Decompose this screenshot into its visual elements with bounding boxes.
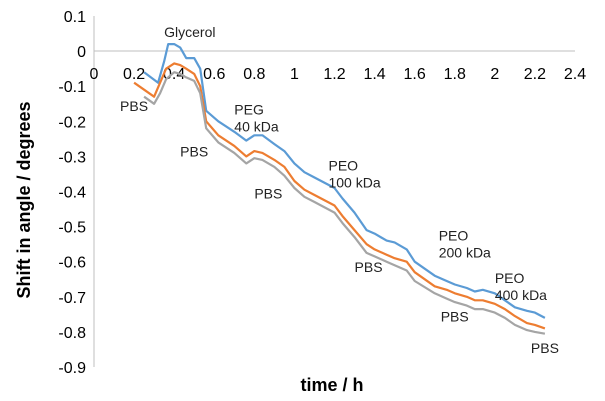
annotation-label: PBS xyxy=(180,143,208,159)
x-tick-label: 1.8 xyxy=(444,66,466,83)
annotation-label: PEO 200 kDa xyxy=(439,228,491,261)
y-tick-label: -0.2 xyxy=(58,114,86,131)
y-tick-label: -0.4 xyxy=(58,185,86,202)
y-tick-label: 0.1 xyxy=(64,9,86,26)
annotation-label: PBS xyxy=(441,308,469,324)
y-tick-label: -0.8 xyxy=(58,325,86,342)
x-tick-label: 2 xyxy=(490,66,499,83)
x-tick-label: 1 xyxy=(290,66,299,83)
x-tick-label: 0 xyxy=(90,66,99,83)
y-tick-label: -0.6 xyxy=(58,255,86,272)
x-tick-labels: 0 0.2 0.4 0.6 0.8 1 1.2 1.4 1.6 1.8 2 2.2 2.4 xyxy=(90,66,587,83)
x-tick-label: 0.8 xyxy=(243,66,265,83)
series-line-1 xyxy=(143,42,546,319)
y-tick-label: -0.1 xyxy=(58,79,86,96)
annotation-label: PBS xyxy=(355,259,383,275)
plot-frame xyxy=(93,16,575,367)
x-tick-label: 2.4 xyxy=(564,66,586,83)
x-tick-label: 2.2 xyxy=(524,66,546,83)
annotation-label: PBS xyxy=(531,340,559,356)
x-tick-label: 1.2 xyxy=(323,66,345,83)
y-tick-label: -0.5 xyxy=(58,220,86,237)
annotation-label: PEO 400 kDa xyxy=(495,270,547,303)
y-tick-labels: 0.1 0 -0.1 -0.2 -0.3 -0.4 -0.5 -0.6 -0.7 -0.8 -0.9 xyxy=(58,9,86,377)
annotation-label: PEG 40 kDa xyxy=(234,101,279,134)
x-tick-label: 0.2 xyxy=(123,66,145,83)
x-tick-label: 1.6 xyxy=(404,66,426,83)
annotation-label: PBS xyxy=(120,98,148,114)
series-lines xyxy=(133,42,546,335)
y-tick-label: 0 xyxy=(77,44,86,61)
y-tick-label: -0.9 xyxy=(58,360,86,377)
x-axis-title: time / h xyxy=(300,375,363,395)
annotation-label: Glycerol xyxy=(164,24,215,40)
y-tick-label: -0.3 xyxy=(58,149,86,166)
y-axis-title: Shift in angle / degrees xyxy=(14,101,34,298)
annotations: Glycerol PBS PBS PEG 40 kDa PBS PEO 100 kDa PBS P… xyxy=(120,24,559,356)
series-line-3 xyxy=(143,71,546,335)
annotation-label: PEO 100 kDa xyxy=(328,157,380,190)
x-tick-label: 0.6 xyxy=(203,66,225,83)
series-line-2 xyxy=(133,62,546,330)
annotation-label: PBS xyxy=(254,186,282,202)
y-tick-label: -0.7 xyxy=(58,290,86,307)
x-tick-label: 1.4 xyxy=(363,66,385,83)
x-tick-label: 0.4 xyxy=(163,66,185,83)
